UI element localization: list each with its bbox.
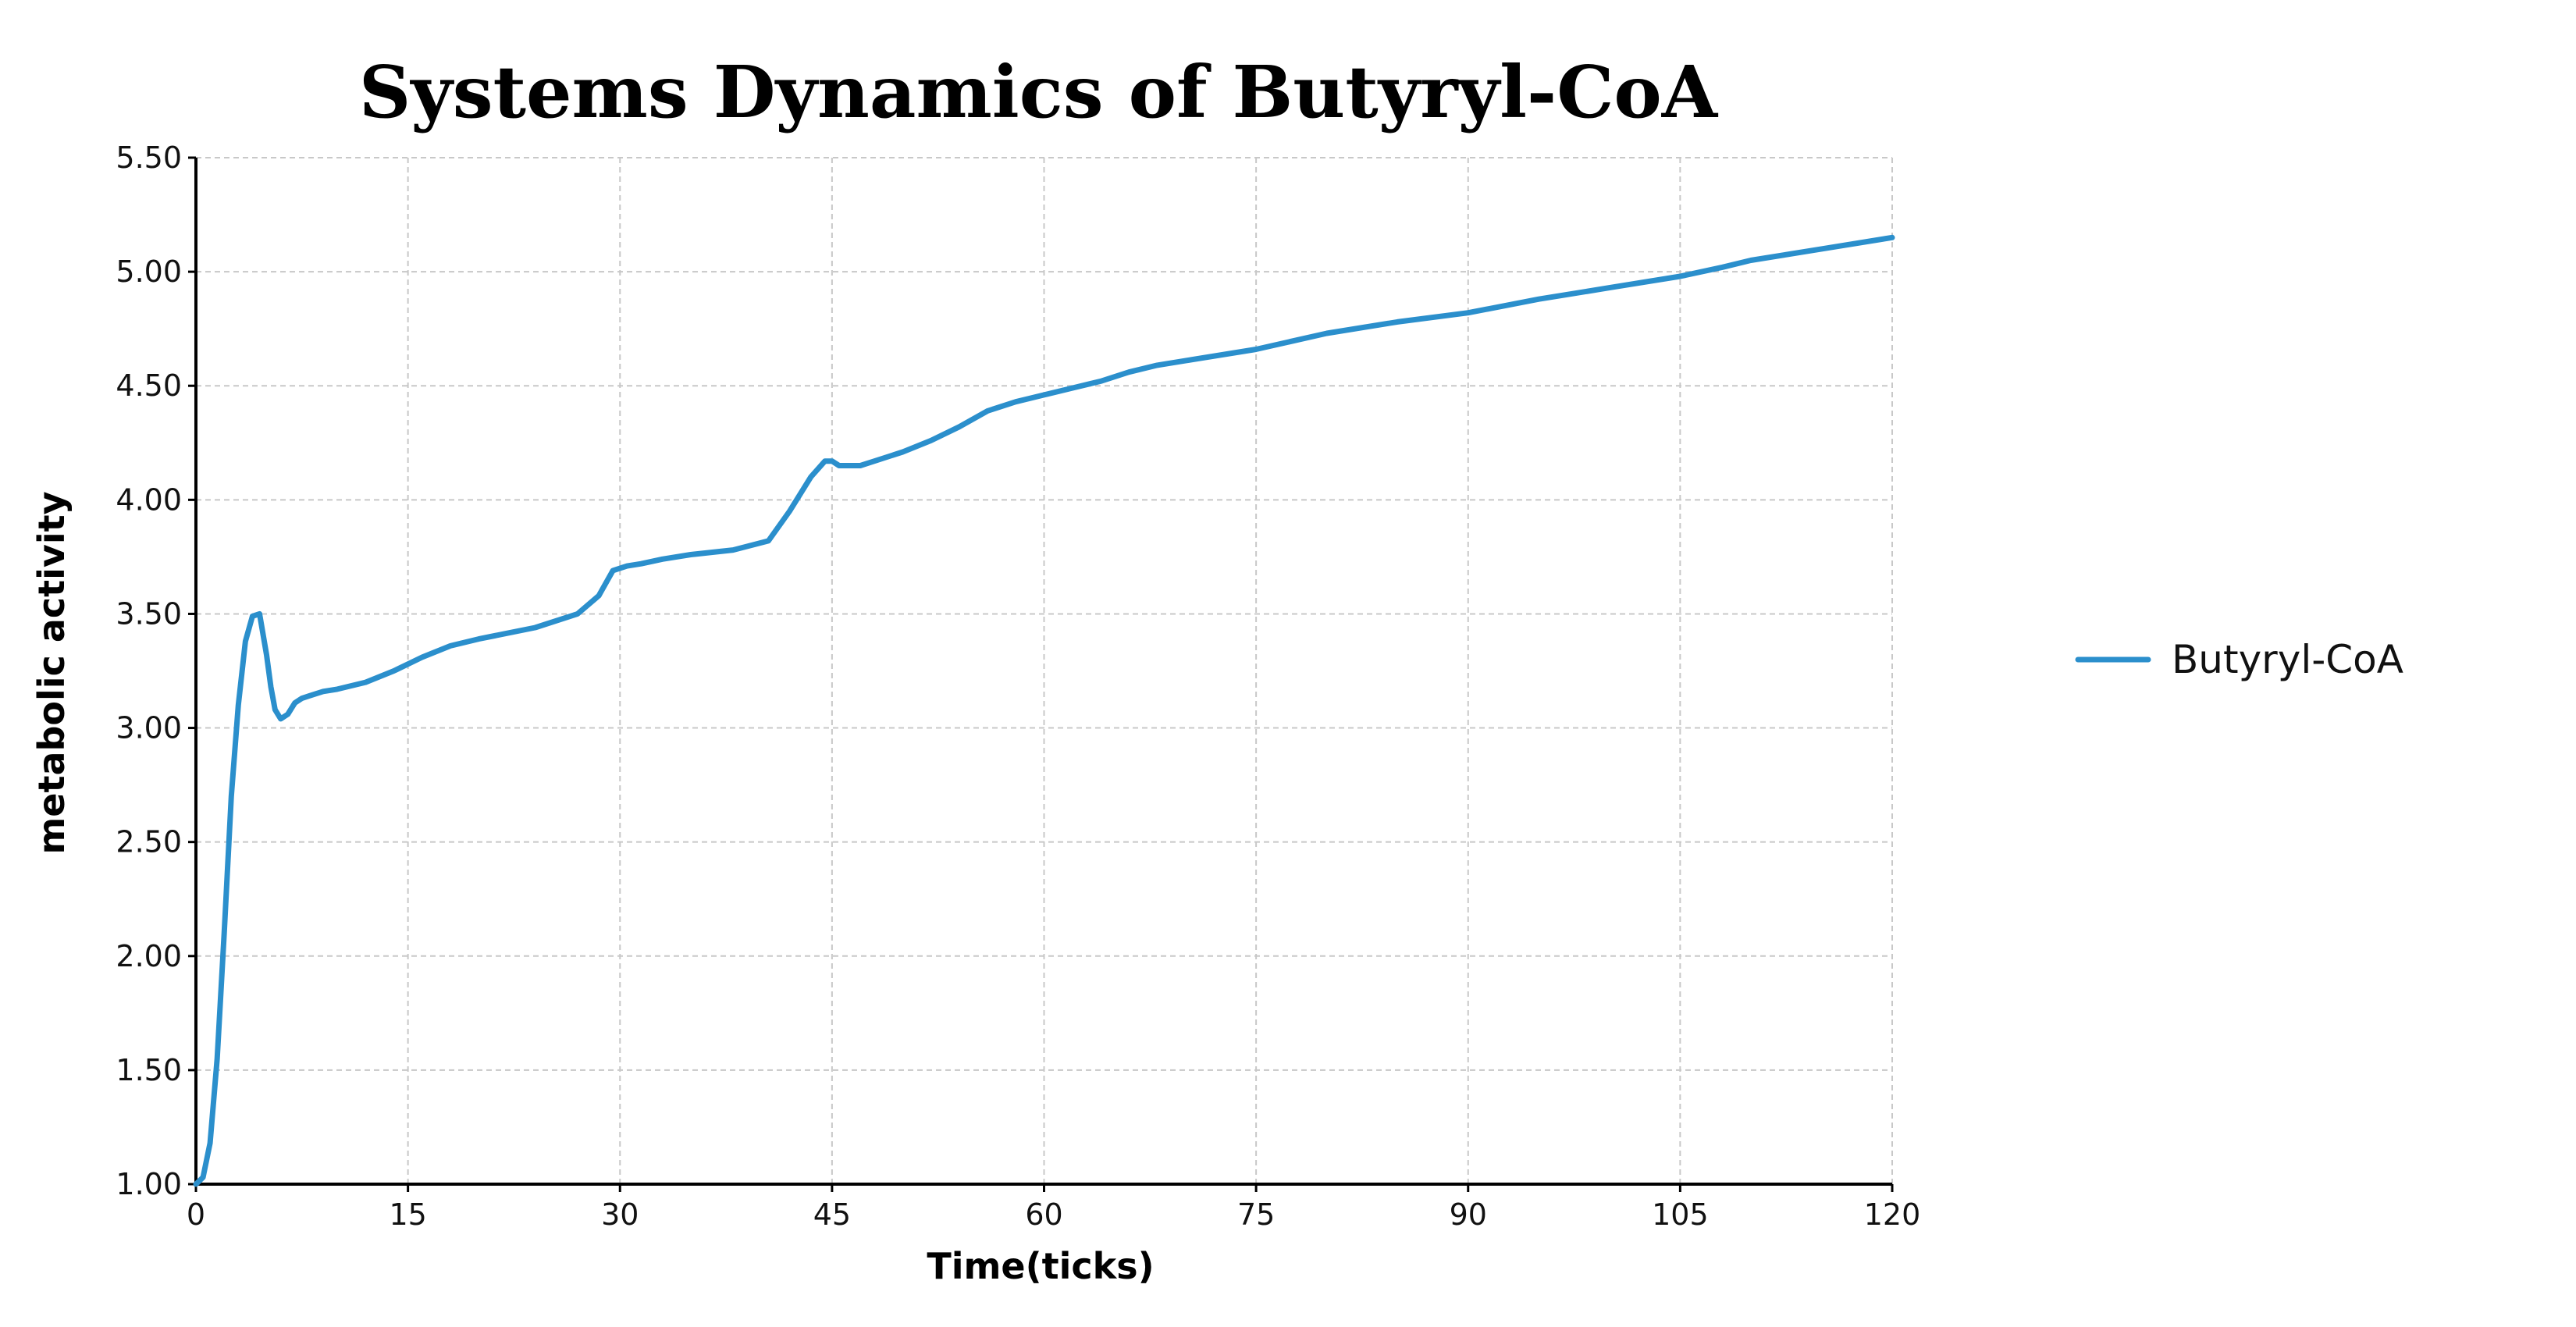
series-line-butyryl-coa <box>193 234 1895 1187</box>
y-tick-label: 4.50 <box>116 368 182 403</box>
x-axis-title: Time(ticks) <box>927 1245 1154 1287</box>
y-tick-label: 2.00 <box>116 939 182 973</box>
y-tick-label: 4.00 <box>116 482 182 517</box>
data-series <box>193 234 1895 1187</box>
legend: Butyryl-CoA <box>2075 637 2403 682</box>
y-tick-label: 3.50 <box>116 596 182 631</box>
y-axis-ticks: 1.00 1.50 2.00 2.50 3.00 3.50 4.00 4.50 5.00 5.50 <box>116 141 196 1201</box>
x-tick-label: 60 <box>1025 1197 1062 1232</box>
y-tick-label: 1.00 <box>116 1167 182 1201</box>
x-tick-label: 90 <box>1450 1197 1487 1232</box>
x-tick-label: 15 <box>389 1197 426 1232</box>
x-axis-ticks: 0 15 30 45 60 75 90 105 120 <box>187 1184 1920 1232</box>
x-tick-label: 120 <box>1864 1197 1921 1232</box>
y-tick-label: 3.00 <box>116 711 182 745</box>
x-tick-label: 30 <box>601 1197 639 1232</box>
x-tick-label: 45 <box>813 1197 851 1232</box>
x-tick-label: 0 <box>187 1197 205 1232</box>
y-tick-label: 2.50 <box>116 825 182 859</box>
y-axis-title: metabolic activity <box>30 491 73 854</box>
x-tick-label: 105 <box>1652 1197 1709 1232</box>
grid-lines <box>196 157 1893 1184</box>
x-tick-label: 75 <box>1237 1197 1275 1232</box>
y-tick-label: 1.50 <box>116 1053 182 1087</box>
y-tick-label: 5.00 <box>116 254 182 289</box>
y-tick-label: 5.50 <box>116 141 182 175</box>
chart-title: Systems Dynamics of Butyryl-CoA <box>359 50 1719 134</box>
legend-label-butyryl-coa: Butyryl-CoA <box>2172 637 2403 682</box>
